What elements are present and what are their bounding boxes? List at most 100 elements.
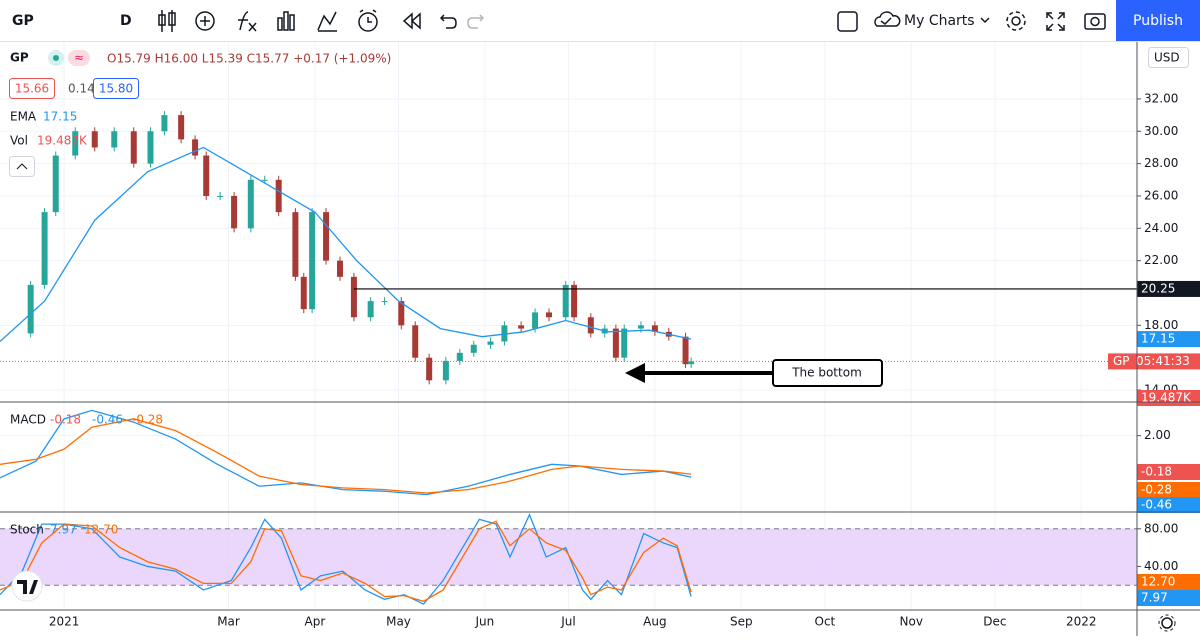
indicator-value: 7.97 — [50, 523, 77, 537]
x-tick-label: Jun — [475, 615, 495, 629]
spread: 0.14 — [68, 82, 95, 96]
panes: 2021 Mar Apr May Jun Jul Aug Sep Oct Nov Dec 202214… — [0, 42, 1200, 629]
publish-label[interactable]: Publish — [1133, 13, 1183, 29]
candle-body — [367, 301, 374, 318]
x-tick-label: Apr — [305, 615, 326, 629]
candle-body — [292, 212, 299, 277]
ohlc-values: O15.79 H16.00 L15.39 C15.77 +0.17 (+1.09… — [107, 52, 391, 66]
currency[interactable]: USD — [1154, 51, 1180, 65]
bid-price: 15.66 — [15, 82, 49, 96]
candle-body — [52, 155, 59, 213]
candle-body — [27, 284, 34, 334]
price-tag — [1137, 574, 1200, 590]
settings-button[interactable] — [1006, 11, 1026, 31]
my-charts-button[interactable]: My Charts — [904, 13, 975, 29]
candle-body — [91, 131, 98, 148]
collapse-button[interactable] — [9, 156, 35, 177]
symbol-button[interactable]: GP — [12, 13, 34, 29]
ema-label: EMA — [10, 110, 37, 124]
price-tag-label: 05:41:33 — [1136, 354, 1190, 368]
legend: GP ≈ O15.79 H16.00 L15.39 C15.77 +0.17 (… — [9, 47, 1189, 177]
dropdown-caret[interactable] — [980, 17, 990, 24]
alert-button[interactable] — [358, 9, 378, 32]
y-tick-label: 26.00 — [1144, 188, 1178, 202]
candle-body — [72, 131, 79, 156]
price-tag-label: 17.15 — [1141, 332, 1175, 346]
candle-body — [41, 212, 48, 285]
ema-line — [0, 146, 692, 342]
x-tick-label: Dec — [983, 615, 1006, 629]
logo — [11, 570, 43, 602]
redo-button[interactable] — [467, 14, 485, 29]
candle-body — [130, 131, 137, 164]
legend-symbol: GP — [10, 51, 29, 65]
candle-body — [350, 276, 357, 318]
candle-body — [309, 212, 316, 310]
ema-value: 17.15 — [43, 110, 77, 124]
candle-body — [612, 328, 619, 358]
candle-body — [147, 131, 154, 164]
indicator-line — [0, 513, 692, 605]
y-tick-label: 30.00 — [1144, 124, 1178, 138]
candle-body — [261, 179, 268, 181]
candle-body — [518, 325, 525, 329]
bid-box — [9, 78, 55, 99]
candle-body — [487, 341, 494, 345]
templates-button[interactable] — [277, 11, 295, 31]
replay-button[interactable] — [402, 12, 421, 30]
price-tag-label: 19.487K — [1141, 391, 1192, 405]
candle-body — [192, 139, 199, 156]
indicator-title: MACD — [10, 413, 46, 427]
indicator-value: -0.46 — [92, 413, 123, 427]
x-tick-label: Jul — [560, 615, 575, 629]
candle-body — [682, 336, 689, 365]
interval-button[interactable]: D — [120, 13, 132, 29]
candle-body — [381, 301, 388, 303]
indicator-line — [0, 418, 692, 494]
candle-body — [688, 361, 695, 365]
status-badge — [68, 50, 90, 66]
price-tag — [1108, 353, 1200, 370]
candle-body — [621, 328, 628, 358]
undo-button[interactable] — [439, 14, 457, 29]
y-tick-label: 32.00 — [1144, 91, 1178, 105]
y-tick-label: 22.00 — [1144, 253, 1178, 267]
candle-body — [161, 115, 168, 132]
candle-body — [217, 195, 224, 197]
x-tick-label: Mar — [217, 615, 240, 629]
templates-button[interactable] — [317, 11, 337, 32]
indicator-line — [0, 520, 692, 602]
settings-corner[interactable] — [1158, 614, 1176, 632]
price-tag — [1137, 482, 1200, 498]
compare-button[interactable] — [195, 11, 215, 31]
y-tick-label: 2.00 — [1144, 428, 1171, 442]
candle-body — [562, 284, 569, 318]
layout-button[interactable] — [837, 11, 858, 32]
chart-type-button[interactable] — [158, 10, 176, 32]
candle-body — [651, 325, 658, 332]
price-tag-label: 20.25 — [1141, 281, 1175, 295]
wave-icon: ≈ — [74, 51, 84, 65]
fullscreen-button[interactable] — [1046, 12, 1065, 31]
x-tick-label: 2022 — [1066, 615, 1097, 629]
candle-body — [111, 131, 118, 148]
y-tick-label: 18.00 — [1144, 318, 1178, 332]
screenshot-button[interactable] — [1084, 13, 1106, 30]
price-tag — [1137, 280, 1200, 297]
candle-body — [456, 352, 463, 361]
currency-button[interactable] — [1148, 47, 1189, 68]
price-tag — [1137, 331, 1200, 348]
x-tick-label: 2021 — [49, 615, 80, 629]
candle-body — [203, 155, 210, 196]
annotation-box — [772, 359, 883, 387]
candle-body — [275, 179, 282, 213]
candle-body — [426, 357, 433, 381]
y-tick-label: 40.00 — [1144, 559, 1178, 573]
indicators-button[interactable] — [238, 11, 257, 32]
candle-body — [323, 212, 330, 261]
publish-button[interactable] — [1116, 0, 1200, 41]
ask-box — [93, 78, 139, 99]
price-tag — [1137, 497, 1200, 513]
